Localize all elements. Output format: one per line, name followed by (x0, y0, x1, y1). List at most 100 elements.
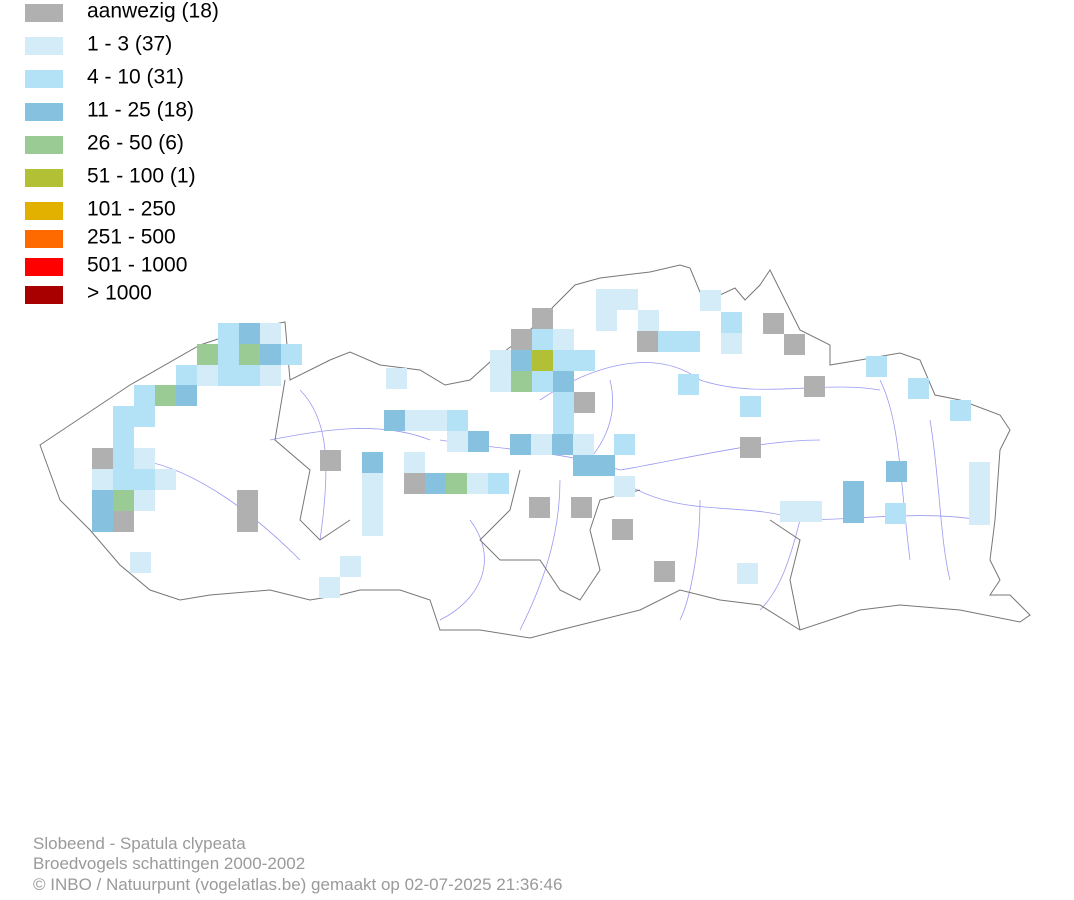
grid-cell (404, 452, 425, 473)
grid-cell (740, 437, 761, 458)
grid-cell (446, 473, 467, 494)
legend-swatch (25, 70, 63, 88)
grid-cell (218, 365, 239, 386)
grid-cell (532, 371, 553, 392)
grid-cell (573, 455, 594, 476)
grid-cell (950, 400, 971, 421)
grid-cell (260, 344, 281, 365)
grid-cells (92, 289, 990, 598)
grid-cell (553, 413, 574, 434)
grid-cell (155, 385, 176, 406)
grid-cell (239, 365, 260, 386)
grid-cell (134, 490, 155, 511)
grid-cell (92, 448, 113, 469)
grid-cell (362, 494, 383, 515)
grid-cell (237, 511, 258, 532)
legend-label: 1 - 3 (37) (87, 33, 172, 56)
grid-cell (134, 406, 155, 427)
grid-cell (617, 289, 638, 310)
grid-cell (969, 483, 990, 504)
grid-cell (92, 511, 113, 532)
grid-cell (553, 350, 574, 371)
grid-cell (405, 410, 426, 431)
grid-cell (510, 434, 531, 455)
grid-cell (490, 371, 511, 392)
legend-label: 4 - 10 (31) (87, 66, 184, 89)
grid-cell (113, 448, 134, 469)
grid-cell (113, 406, 134, 427)
grid-cell (130, 552, 151, 573)
grid-cell (866, 356, 887, 377)
grid-cell (596, 289, 617, 310)
grid-cell (260, 365, 281, 386)
grid-cell (511, 371, 532, 392)
grid-cell (113, 490, 134, 511)
grid-cell (319, 577, 340, 598)
legend-swatch (25, 286, 63, 304)
legend-label: 51 - 100 (1) (87, 165, 196, 188)
legend-swatch (25, 230, 63, 248)
grid-cell (574, 392, 595, 413)
grid-cell (637, 331, 658, 352)
grid-cell (425, 473, 446, 494)
legend-swatch (25, 4, 63, 22)
grid-cell (362, 452, 383, 473)
grid-cell (532, 329, 553, 350)
grid-cell (113, 469, 134, 490)
grid-cell (614, 476, 635, 497)
grid-cell (574, 350, 595, 371)
grid-cell (553, 392, 574, 413)
grid-cell (426, 410, 447, 431)
grid-cell (386, 368, 407, 389)
legend-label: 26 - 50 (6) (87, 132, 184, 155)
grid-cell (531, 434, 552, 455)
footer-species: Slobeend - Spatula clypeata (33, 834, 246, 853)
grid-cell (340, 556, 361, 577)
grid-cell (362, 515, 383, 536)
grid-cell (594, 455, 615, 476)
legend-label: 501 - 1000 (87, 254, 187, 277)
grid-cell (885, 503, 906, 524)
grid-cell (552, 434, 573, 455)
grid-cell (281, 344, 302, 365)
region-outline (39, 264, 1031, 639)
grid-cell (843, 481, 864, 502)
grid-cell (404, 473, 425, 494)
legend-label: > 1000 (87, 282, 152, 305)
grid-cell (92, 469, 113, 490)
grid-cell (134, 385, 155, 406)
footer-survey: Broedvogels schattingen 2000-2002 (33, 854, 305, 873)
grid-cell (260, 323, 281, 344)
legend: aanwezig (18) 1 - 3 (37) 4 - 10 (31) 11 - 2… (25, 0, 219, 305)
grid-cell (532, 308, 553, 329)
grid-cell (511, 350, 532, 371)
grid-cell (239, 323, 260, 344)
grid-cell (197, 344, 218, 365)
grid-cell (804, 376, 825, 397)
grid-cell (113, 427, 134, 448)
grid-cell (801, 501, 822, 522)
grid-cell (529, 497, 550, 518)
grid-cell (218, 344, 239, 365)
legend-swatch (25, 37, 63, 55)
grid-cell (763, 313, 784, 334)
grid-cell (908, 378, 929, 399)
grid-cell (553, 371, 574, 392)
legend-label: aanwezig (18) (87, 0, 219, 23)
legend-swatch (25, 136, 63, 154)
legend-label: 251 - 500 (87, 226, 176, 249)
grid-cell (596, 310, 617, 331)
grid-cell (721, 333, 742, 354)
grid-cell (740, 396, 761, 417)
grid-cell (384, 410, 405, 431)
grid-cell (511, 329, 532, 350)
grid-cell (700, 290, 721, 311)
grid-cell (447, 431, 468, 452)
grid-cell (176, 365, 197, 386)
grid-cell (780, 501, 801, 522)
grid-cell (679, 331, 700, 352)
grid-cell (490, 350, 511, 371)
grid-cell (362, 473, 383, 494)
